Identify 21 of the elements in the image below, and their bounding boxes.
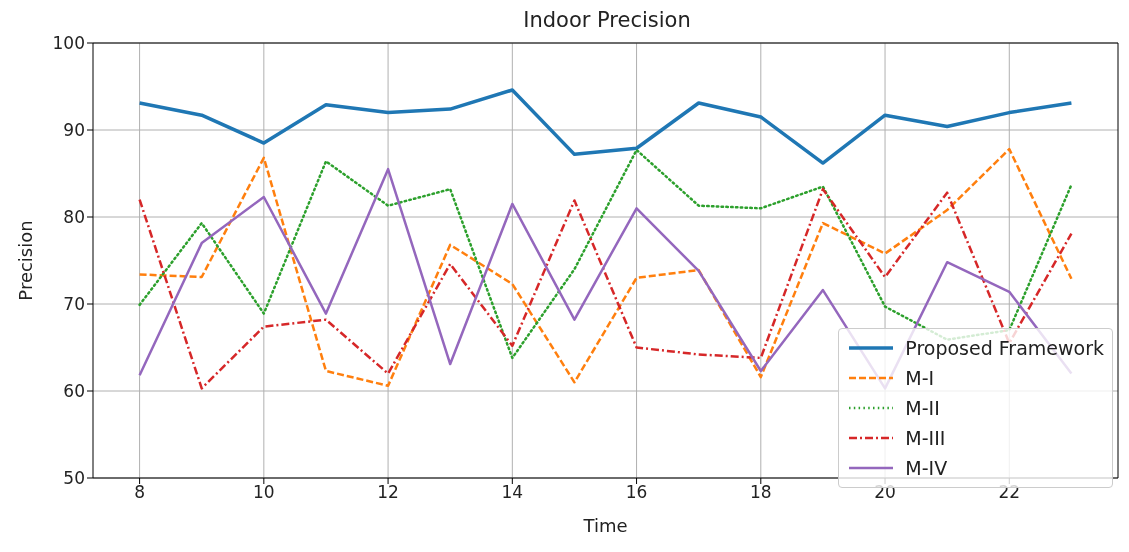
legend-label: Proposed Framework (905, 337, 1104, 359)
x-tick-label: 10 (253, 482, 275, 503)
x-tick-label: 12 (377, 482, 399, 503)
x-tick-label: 14 (501, 482, 524, 503)
legend-label: M-I (905, 367, 935, 389)
x-axis-title: Time (582, 515, 628, 536)
legend-label: M-II (905, 397, 940, 419)
y-tick-label: 50 (63, 468, 85, 489)
legend-label: M-III (905, 427, 946, 449)
x-tick-label: 16 (625, 482, 648, 503)
y-tick-label: 80 (63, 207, 85, 228)
line-series (137, 88, 1074, 165)
y-axis-title: Precision (15, 220, 37, 301)
legend-label: M-IV (905, 457, 948, 479)
y-tick-label: 90 (63, 120, 85, 141)
x-tick-label: 8 (134, 482, 145, 503)
chart-title: Indoor Precision (522, 8, 692, 32)
y-tick-label: 70 (63, 294, 85, 315)
y-tick-label: 100 (52, 33, 85, 54)
x-tick-label: 18 (749, 482, 772, 503)
y-tick-label: 60 (63, 381, 85, 402)
